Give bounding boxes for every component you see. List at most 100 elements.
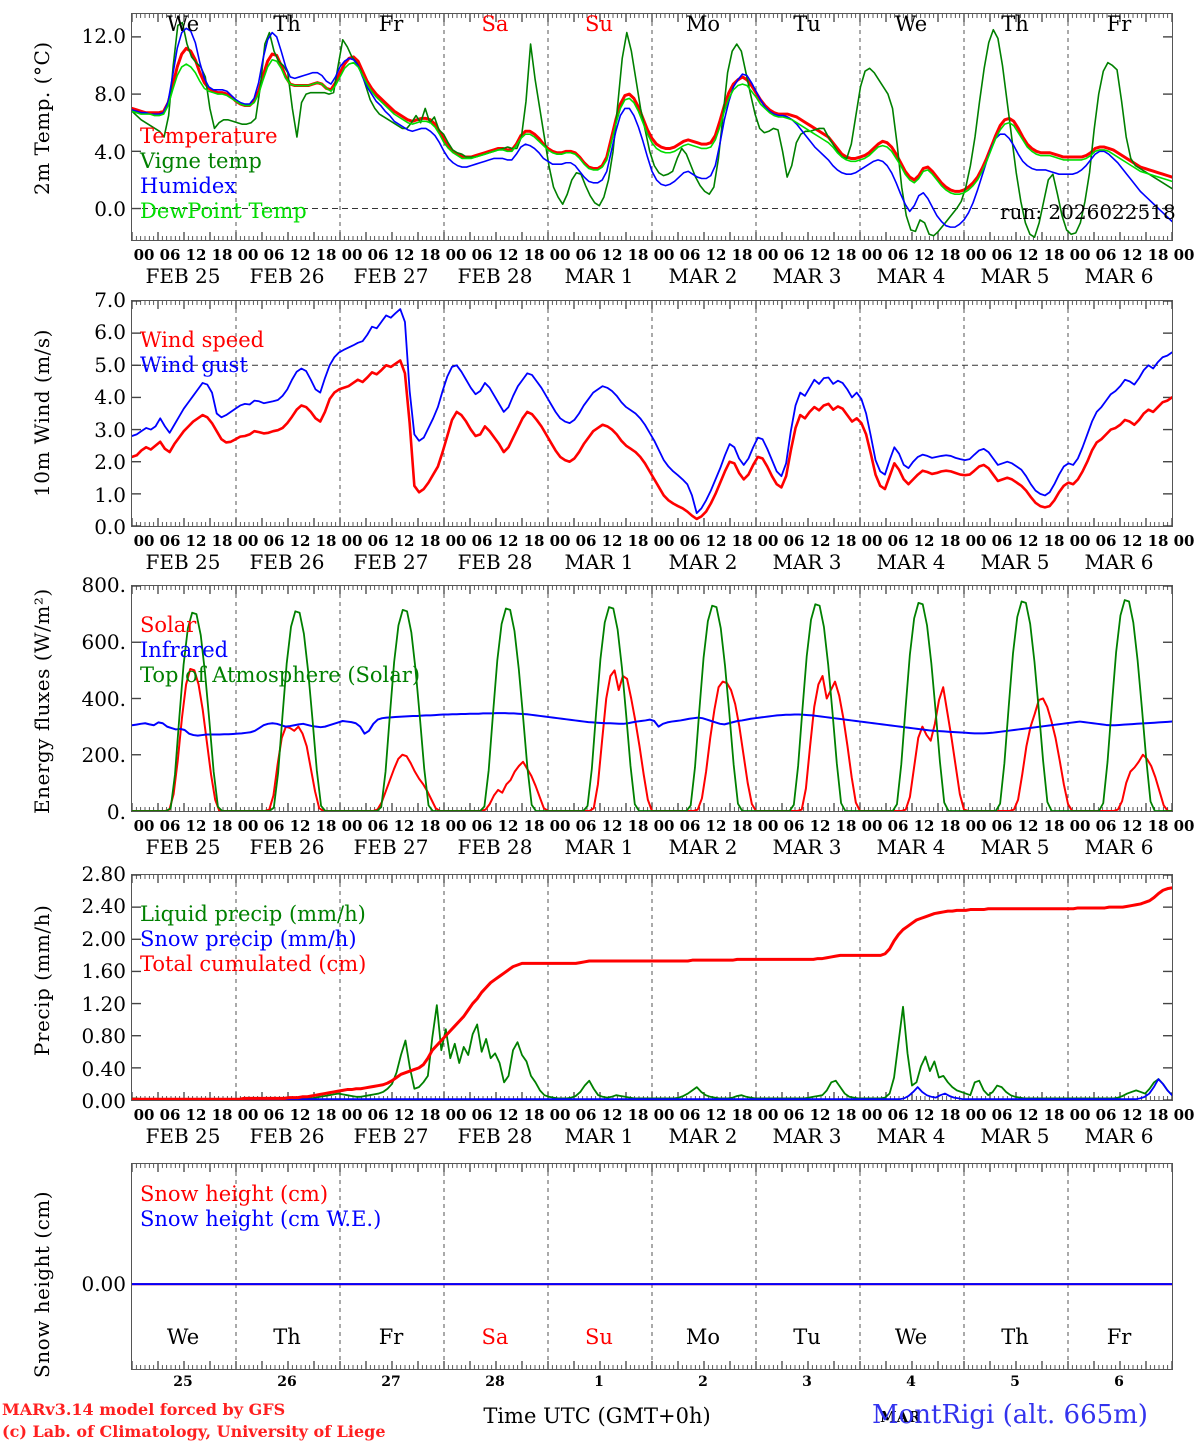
- x-hour-tick-label: 18: [1147, 246, 1169, 264]
- temperature-y-axis-label: 2m Temp. (°C): [30, 41, 54, 195]
- x-day-of-week-label: Fr: [378, 1325, 404, 1349]
- x-hour-tick-label: 18: [939, 1106, 961, 1124]
- x-hour-tick-label: 00: [1173, 532, 1194, 550]
- x-hour-tick-label: 00: [549, 817, 571, 835]
- x-hour-tick-label: 00: [653, 246, 675, 264]
- y-tick-label: 0.0: [94, 515, 126, 539]
- x-hour-tick-label: 00: [445, 1106, 467, 1124]
- x-hour-tick-label: 12: [1121, 532, 1143, 550]
- x-hour-tick-label: 18: [731, 246, 753, 264]
- precip-chart-svg: [132, 875, 1172, 1100]
- x-hour-tick-label: 06: [887, 1106, 909, 1124]
- x-hour-tick-label: 06: [159, 246, 181, 264]
- x-hour-tick-label: 00: [861, 1106, 883, 1124]
- panel-snow-height: Snow height (cm) 0.00 Snow height (cm) S…: [0, 1150, 1194, 1441]
- x-hour-tick-label: 12: [185, 246, 207, 264]
- x-date-label: FEB 25: [145, 1124, 221, 1148]
- legend-dewpoint-temp: DewPoint Temp: [140, 199, 307, 223]
- x-hour-tick-label: 06: [679, 532, 701, 550]
- x-hour-tick-label: 12: [393, 246, 415, 264]
- wind-date-row: FEB 25 FEB 26 FEB 27 FEB 28 MAR 1 MAR 2 MAR 3 M…: [0, 550, 1194, 574]
- x-date-label: FEB 26: [249, 550, 325, 574]
- credit-line-1: MARv3.14 model forced by GFS: [2, 1400, 286, 1419]
- x-hour-tick-label: 12: [497, 532, 519, 550]
- x-date-label: MAR 6: [1084, 835, 1154, 859]
- x-hour-tick-label: 12: [1017, 817, 1039, 835]
- x-day-number-label: 1: [594, 1374, 604, 1390]
- x-day-of-week-label: Th: [1001, 12, 1029, 36]
- x-hour-tick-label: 00: [237, 817, 259, 835]
- x-hour-tick-label: 06: [367, 1106, 389, 1124]
- snow-daynum-row: 25 26 27 28 1 2 3 4 5 6: [0, 1374, 1194, 1392]
- x-hour-tick-label: 00: [445, 532, 467, 550]
- legend-infrared: Infrared: [140, 638, 229, 662]
- x-hour-tick-label: 18: [523, 817, 545, 835]
- snow-chart-svg: [132, 1164, 1172, 1369]
- x-hour-tick-label: 12: [705, 1106, 727, 1124]
- x-hour-tick-label: 00: [133, 532, 155, 550]
- x-date-label: MAR 1: [564, 264, 634, 288]
- x-date-label: MAR 5: [980, 550, 1050, 574]
- x-hour-tick-label: 18: [315, 817, 337, 835]
- x-hour-tick-label: 12: [185, 532, 207, 550]
- x-hour-tick-label: 06: [471, 817, 493, 835]
- x-date-label: MAR 2: [668, 550, 738, 574]
- x-day-of-week-label: Mo: [685, 12, 721, 36]
- x-date-label: MAR 2: [668, 264, 738, 288]
- x-hour-tick-label: 00: [1173, 246, 1194, 264]
- x-day-number-label: 26: [277, 1374, 297, 1390]
- x-hour-tick-label: 12: [913, 1106, 935, 1124]
- legend-temperature: Temperature: [140, 124, 278, 148]
- precip-date-row: FEB 25 FEB 26 FEB 27 FEB 28 MAR 1 MAR 2 MAR 3 M…: [0, 1124, 1194, 1148]
- x-date-label: MAR 3: [772, 1124, 842, 1148]
- x-hour-tick-label: 12: [497, 1106, 519, 1124]
- y-tick-label: 6.0: [94, 320, 126, 345]
- x-hour-tick-label: 18: [939, 532, 961, 550]
- x-date-label: MAR 2: [668, 835, 738, 859]
- x-date-label: MAR 2: [668, 1124, 738, 1148]
- x-day-number-label: 6: [1114, 1374, 1124, 1390]
- x-hour-tick-label: 06: [575, 246, 597, 264]
- legend-snow-height-we: Snow height (cm W.E.): [140, 1207, 382, 1231]
- y-tick-label: 2.0: [94, 450, 126, 475]
- x-hour-tick-label: 18: [731, 1106, 753, 1124]
- x-hour-tick-label: 12: [601, 246, 623, 264]
- legend-top-of-atmosphere: Top of Atmosphere (Solar): [140, 663, 421, 687]
- x-date-label: MAR 5: [980, 835, 1050, 859]
- wind-hour-row: 00 06 12 18 00 06 12 18 00 06 12 18 00 06 12 18 00 06 12 18…: [0, 532, 1194, 552]
- x-day-of-week-label: Mo: [685, 1325, 721, 1349]
- y-tick-label: 5.0: [94, 352, 126, 377]
- x-hour-tick-label: 18: [627, 1106, 649, 1124]
- x-hour-tick-label: 12: [185, 817, 207, 835]
- x-date-label: MAR 5: [980, 1124, 1050, 1148]
- x-hour-tick-label: 06: [367, 246, 389, 264]
- x-hour-tick-label: 12: [289, 246, 311, 264]
- x-hour-tick-label: 12: [913, 532, 935, 550]
- x-hour-tick-label: 18: [731, 532, 753, 550]
- x-hour-tick-label: 18: [419, 532, 441, 550]
- x-hour-tick-label: 12: [1121, 817, 1143, 835]
- station-label: MontRigi (alt. 665m): [872, 1400, 1148, 1430]
- temperature-y-ticks: 0.0 4.0 8.0 12.0: [60, 0, 126, 240]
- x-date-label: FEB 28: [457, 835, 533, 859]
- x-hour-tick-label: 00: [757, 246, 779, 264]
- x-hour-tick-label: 12: [913, 817, 935, 835]
- x-hour-tick-label: 00: [133, 246, 155, 264]
- x-hour-tick-label: 18: [627, 817, 649, 835]
- x-hour-tick-label: 18: [211, 817, 233, 835]
- x-hour-tick-label: 18: [627, 246, 649, 264]
- x-hour-tick-label: 06: [471, 532, 493, 550]
- x-day-of-week-label: Tu: [793, 12, 821, 36]
- x-hour-tick-label: 12: [1017, 246, 1039, 264]
- x-day-of-week-label: Fr: [1106, 12, 1132, 36]
- x-date-label: FEB 27: [353, 835, 429, 859]
- snow-legend: Snow height (cm) Snow height (cm W.E.): [140, 1182, 381, 1232]
- x-hour-tick-label: 06: [679, 246, 701, 264]
- x-hour-tick-label: 06: [1095, 1106, 1117, 1124]
- run-label: run: 2026022518: [1000, 200, 1176, 224]
- x-day-of-week-label: Th: [273, 1325, 301, 1349]
- temperature-date-row: FEB 25 FEB 26 FEB 27 FEB 28 MAR 1 MAR 2 MAR 3 M…: [0, 264, 1194, 288]
- x-hour-tick-label: 06: [991, 532, 1013, 550]
- y-tick-label: 800.: [81, 573, 126, 597]
- x-hour-tick-label: 12: [393, 817, 415, 835]
